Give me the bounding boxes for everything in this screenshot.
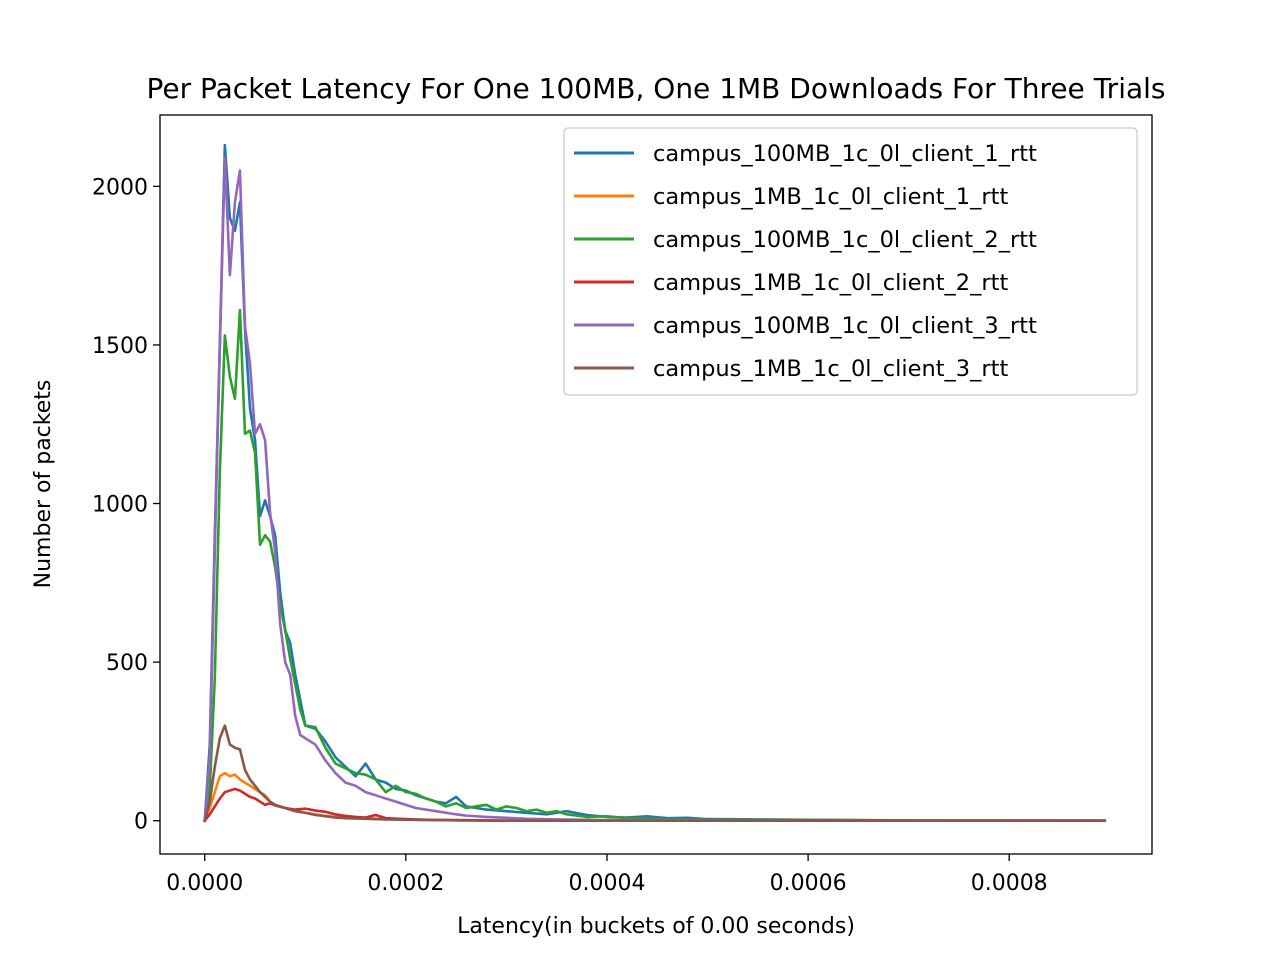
legend-entry: campus_1MB_1c_0l_client_1_rtt xyxy=(574,184,1008,210)
legend-label: campus_1MB_1c_0l_client_2_rtt xyxy=(653,270,1008,296)
legend-entry: campus_100MB_1c_0l_client_2_rtt xyxy=(574,227,1037,253)
series-line-5 xyxy=(203,156,1107,823)
series-lines xyxy=(202,143,1107,823)
chart-title: Per Packet Latency For One 100MB, One 1M… xyxy=(147,72,1166,105)
series-line-3 xyxy=(203,308,1107,823)
y-tick-label: 1000 xyxy=(92,493,148,518)
x-tick-label: 0.0000 xyxy=(166,871,243,896)
x-tick-label: 0.0006 xyxy=(770,871,847,896)
legend: campus_100MB_1c_0l_client_1_rtt campus_1M… xyxy=(563,127,1138,396)
x-axis-ticks: 0.0000 0.0002 0.0004 0.0006 0.0008 xyxy=(166,854,1048,896)
y-axis-label: Number of packets xyxy=(31,380,56,589)
y-tick-label: 500 xyxy=(106,651,148,676)
legend-label: campus_100MB_1c_0l_client_3_rtt xyxy=(653,313,1037,339)
x-tick-label: 0.0002 xyxy=(367,871,444,896)
y-tick-label: 1500 xyxy=(92,334,148,359)
y-axis-ticks: 0 500 1000 1500 2000 xyxy=(92,175,160,835)
legend-label: campus_1MB_1c_0l_client_1_rtt xyxy=(653,184,1008,210)
legend-entry: campus_100MB_1c_0l_client_3_rtt xyxy=(574,313,1037,339)
plot-area-frame xyxy=(159,114,1153,855)
legend-label: campus_100MB_1c_0l_client_1_rtt xyxy=(653,141,1037,167)
legend-entry: campus_100MB_1c_0l_client_1_rtt xyxy=(574,141,1037,167)
legend-entry: campus_1MB_1c_0l_client_3_rtt xyxy=(574,356,1008,382)
x-axis-label: Latency(in buckets of 0.00 seconds) xyxy=(457,914,855,939)
legend-box xyxy=(563,127,1138,396)
legend-label: campus_100MB_1c_0l_client_2_rtt xyxy=(653,227,1037,253)
legend-label: campus_1MB_1c_0l_client_3_rtt xyxy=(653,356,1008,382)
y-tick-label: 2000 xyxy=(92,175,148,200)
x-tick-label: 0.0008 xyxy=(971,871,1048,896)
series-line-6 xyxy=(203,724,1107,823)
y-tick-label: 0 xyxy=(134,810,148,835)
legend-entry: campus_1MB_1c_0l_client_2_rtt xyxy=(574,270,1008,296)
x-tick-label: 0.0004 xyxy=(568,871,645,896)
